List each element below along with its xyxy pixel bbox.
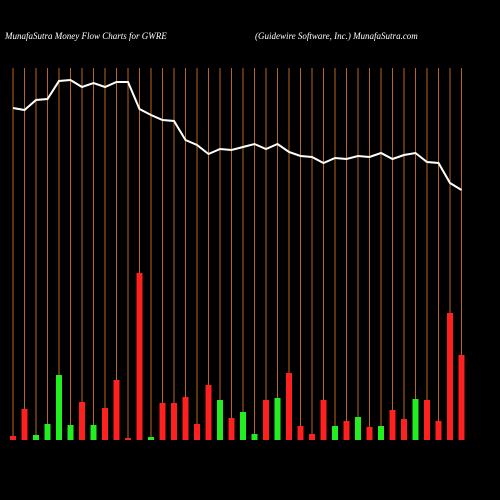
bar	[378, 426, 384, 440]
bar	[320, 400, 327, 440]
chart-title: MunafaSutra Money Flow Charts for GWRE	[4, 31, 167, 41]
bar	[412, 399, 419, 440]
bar	[79, 402, 85, 440]
bar	[297, 426, 304, 440]
chart-subtitle: (Guidewire Software, Inc.) MunafaSutra.c…	[255, 31, 418, 41]
bar	[44, 424, 51, 440]
bar	[458, 355, 465, 440]
bar	[33, 435, 39, 440]
bar	[10, 436, 16, 440]
bar	[263, 400, 269, 440]
bar	[90, 425, 97, 440]
bar	[182, 397, 189, 440]
bar	[389, 410, 396, 440]
bar	[355, 417, 361, 440]
bar	[401, 419, 407, 440]
bar	[56, 375, 62, 440]
bar	[102, 408, 108, 440]
bar	[148, 437, 154, 440]
bar	[424, 400, 430, 440]
bar	[171, 403, 177, 440]
bar	[366, 427, 373, 440]
bar	[194, 424, 200, 440]
price-line	[12, 78, 463, 191]
bar	[125, 438, 131, 440]
bar	[136, 273, 143, 440]
bar	[332, 426, 338, 440]
bar	[217, 400, 223, 440]
bar	[286, 373, 292, 440]
bar	[228, 418, 235, 440]
bar	[447, 313, 453, 440]
bar	[21, 409, 28, 440]
bar	[159, 403, 166, 440]
bar	[435, 421, 442, 440]
bar	[251, 434, 258, 440]
bar	[309, 434, 315, 440]
bar	[113, 380, 120, 440]
bar	[343, 421, 350, 440]
bar	[67, 425, 74, 440]
bar	[205, 385, 212, 440]
bar	[240, 412, 246, 440]
bar	[274, 398, 281, 440]
